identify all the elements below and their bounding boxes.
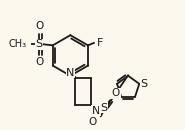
Text: N: N bbox=[66, 68, 75, 78]
Text: S: S bbox=[36, 39, 43, 49]
Text: F: F bbox=[97, 38, 103, 48]
Text: O: O bbox=[112, 88, 120, 98]
Text: CH₃: CH₃ bbox=[9, 39, 27, 49]
Text: S: S bbox=[100, 103, 107, 113]
Text: N: N bbox=[92, 106, 100, 116]
Text: O: O bbox=[35, 57, 43, 67]
Text: O: O bbox=[88, 117, 97, 127]
Text: O: O bbox=[35, 21, 43, 31]
Text: S: S bbox=[141, 79, 148, 89]
